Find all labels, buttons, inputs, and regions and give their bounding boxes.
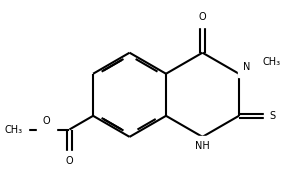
Text: O: O <box>42 116 50 126</box>
Text: CH₃: CH₃ <box>4 124 22 135</box>
Text: N: N <box>243 62 251 72</box>
Text: NH: NH <box>195 141 210 151</box>
Text: S: S <box>270 111 276 121</box>
Text: O: O <box>66 156 73 166</box>
Text: CH₃: CH₃ <box>263 57 281 67</box>
Text: O: O <box>199 12 206 22</box>
